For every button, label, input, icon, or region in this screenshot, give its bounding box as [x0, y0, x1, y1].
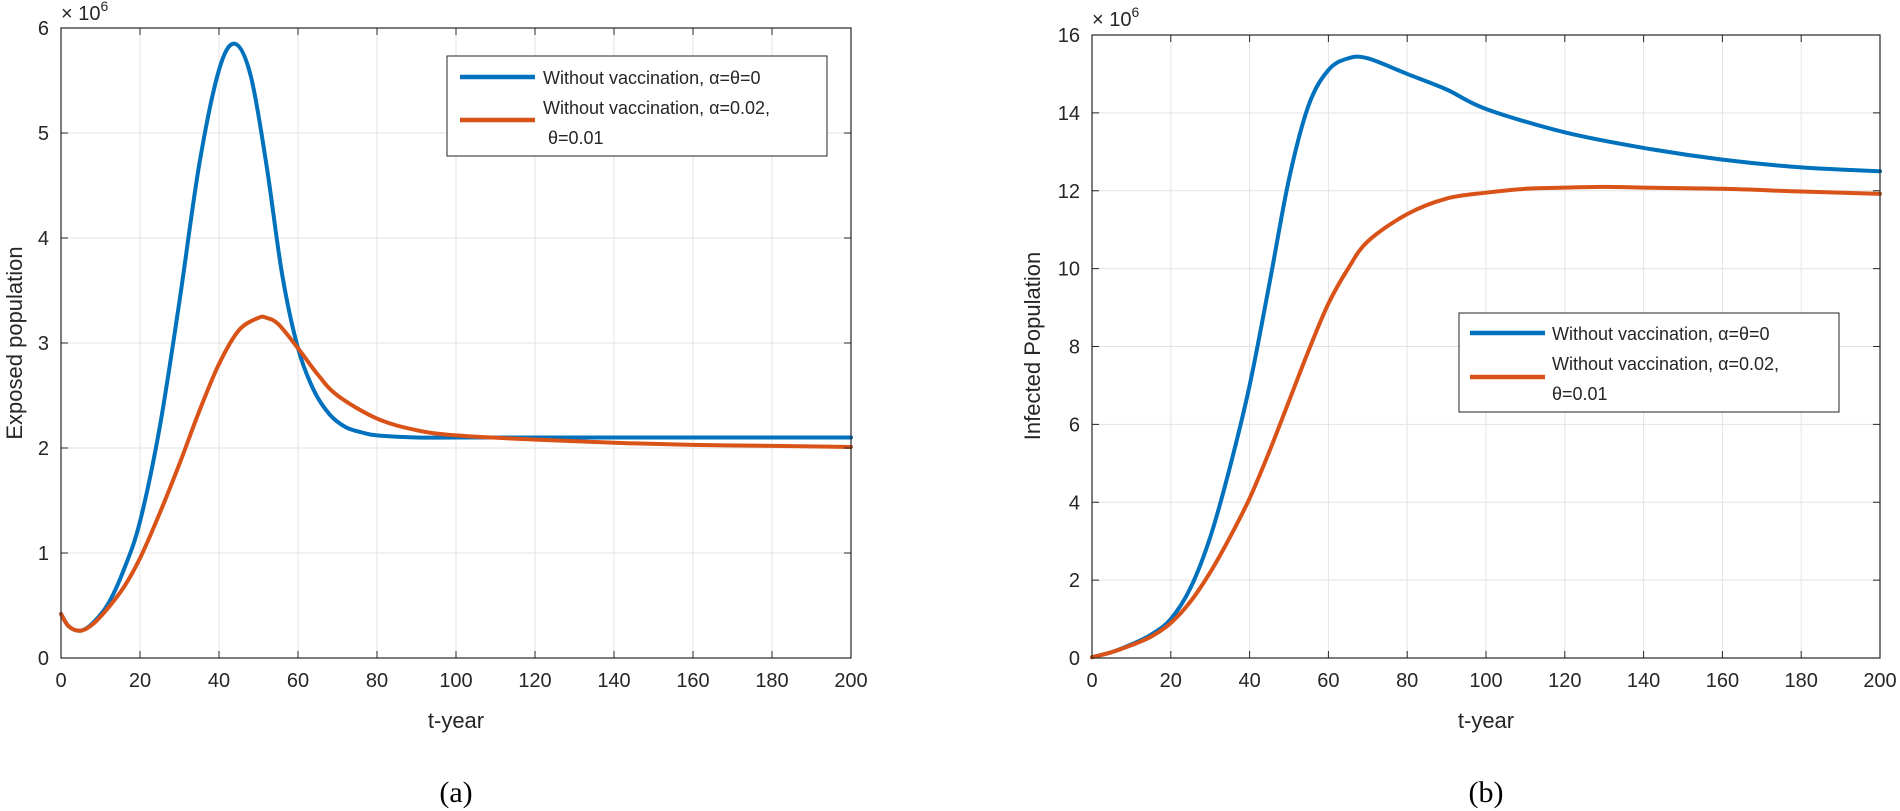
y-tick-label-b: 14: [1058, 103, 1080, 125]
y-tick-label-b: 6: [1069, 414, 1080, 436]
y-tick-label-a: 0: [38, 648, 49, 670]
x-axis-label-a: t-year: [428, 708, 484, 733]
y-tick-label-b: 12: [1058, 181, 1080, 203]
x-tick-label-b: 0: [1086, 670, 1097, 692]
series-group-b: [1090, 54, 1882, 660]
legend-label-b-1: Without vaccination, α=θ=0: [1552, 324, 1770, 344]
caption-a: (a): [439, 776, 472, 809]
x-tick-label-a: 120: [518, 670, 551, 692]
series-line-b-2: [1090, 184, 1882, 660]
legend-box-a: [446, 55, 828, 157]
x-tick-label-a: 60: [287, 670, 309, 692]
y-tick-label-a: 6: [38, 18, 49, 40]
x-tick-label-a: 40: [208, 670, 230, 692]
y-tick-label-b: 10: [1058, 259, 1080, 281]
x-tick-label-b: 160: [1706, 670, 1739, 692]
x-axis-label-b: t-year: [1458, 708, 1514, 733]
x-tick-label-a: 140: [597, 670, 630, 692]
y-axis-label-a: Exposed population: [2, 246, 27, 439]
x-tick-label-b: 120: [1548, 670, 1581, 692]
panel-a: 0 20 40 60 80 100 120 140 160 180 200 0 1 2 3 4 5 6 × 106…: [2, 0, 868, 809]
caption-b: (b): [1469, 776, 1504, 809]
series-group-a: [59, 41, 853, 633]
x-tick-label-b: 140: [1627, 670, 1660, 692]
x-tick-label-b: 20: [1160, 670, 1182, 692]
x-tick-label-a: 200: [834, 670, 867, 692]
x-tick-label-a: 100: [439, 670, 472, 692]
legend-label-b-2-cont: θ=0.01: [1552, 384, 1608, 404]
y-tick-label-b: 4: [1069, 492, 1080, 514]
series-line-a-2: [59, 314, 853, 633]
legend-b: Without vaccination, α=θ=0 Without vacci…: [1458, 312, 1840, 413]
x-tick-label-a: 180: [755, 670, 788, 692]
y-tick-label-a: 4: [38, 228, 49, 250]
multiplier-b: × 106: [1092, 4, 1139, 31]
x-tick-label-b: 80: [1396, 670, 1418, 692]
x-tick-label-b: 40: [1238, 670, 1260, 692]
multiplier-a: × 106: [61, 0, 108, 25]
y-tick-label-b: 2: [1069, 570, 1080, 592]
y-tick-label-a: 2: [38, 438, 49, 460]
x-tick-label-a: 160: [676, 670, 709, 692]
legend-a: Without vaccination, α=θ=0 Without vacci…: [446, 55, 828, 157]
y-tick-label-a: 5: [38, 123, 49, 145]
y-axis-label-b: Infected Population: [1020, 252, 1045, 440]
y-tick-label-b: 8: [1069, 337, 1080, 359]
series-line-b-1: [1090, 54, 1882, 660]
x-tick-label-a: 0: [55, 670, 66, 692]
x-tick-label-b: 60: [1317, 670, 1339, 692]
ticks-a: 0 20 40 60 80 100 120 140 160 180 200 0 1 2 3 4 5 6: [38, 18, 868, 692]
x-tick-label-a: 80: [366, 670, 388, 692]
legend-label-a-2-cont: θ=0.01: [548, 128, 604, 148]
legend-label-a-2: Without vaccination, α=0.02,: [543, 98, 770, 118]
legend-label-b-2: Without vaccination, α=0.02,: [1552, 354, 1779, 374]
ticks-b: 0 20 40 60 80 100 120 140 160 180 200 0 2 4 6 8 10 12 14 16: [1058, 25, 1897, 692]
x-tick-label-b: 180: [1785, 670, 1818, 692]
x-tick-label-a: 20: [129, 670, 151, 692]
legend-box-b: [1458, 312, 1840, 413]
y-tick-label-a: 3: [38, 333, 49, 355]
legend-label-a-1: Without vaccination, α=θ=0: [543, 68, 761, 88]
x-tick-label-b: 100: [1469, 670, 1502, 692]
y-tick-label-b: 0: [1069, 648, 1080, 670]
y-tick-label-b: 16: [1058, 25, 1080, 47]
x-tick-label-b: 200: [1863, 670, 1896, 692]
y-tick-label-a: 1: [38, 543, 49, 565]
panel-b: 0 20 40 60 80 100 120 140 160 180 200 0 2 4 6 8 10 12 14 16…: [1020, 4, 1897, 809]
